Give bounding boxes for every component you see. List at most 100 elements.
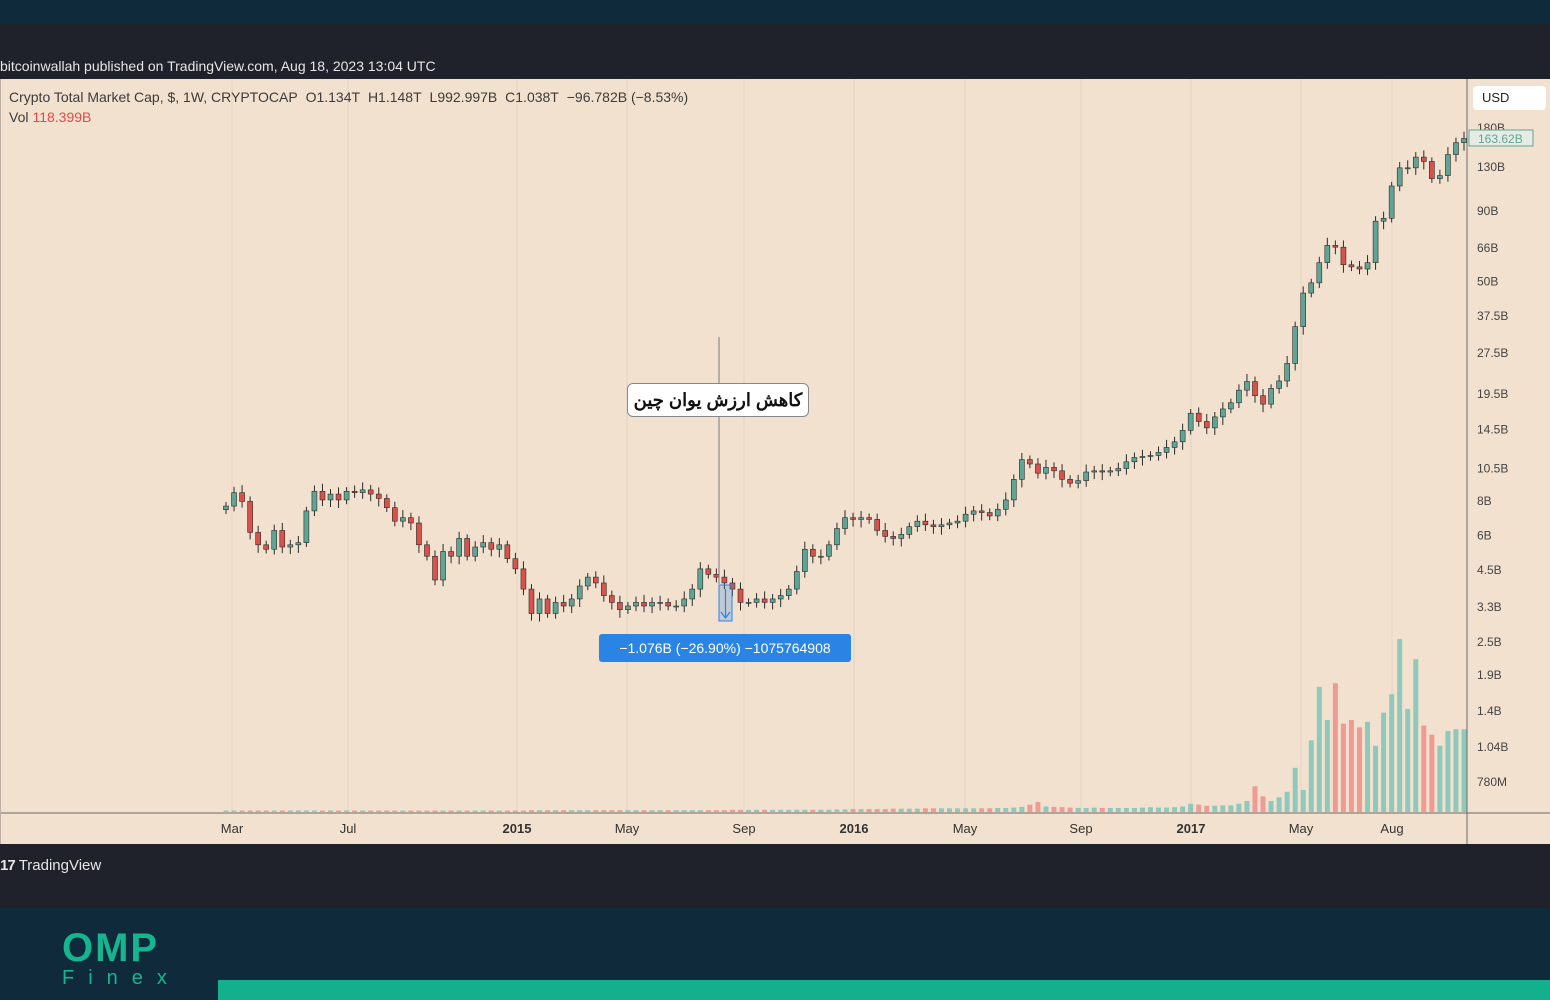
candle: [874, 519, 880, 531]
candle: [898, 534, 905, 539]
volume-bar: [1051, 806, 1057, 812]
candle: [673, 605, 679, 608]
candle: [1091, 470, 1097, 473]
volume-bar: [432, 810, 438, 812]
volume-bar: [681, 810, 687, 812]
volume-bar: [319, 810, 325, 812]
volume-bar: [810, 809, 816, 812]
tradingview-logo[interactable]: 17 TradingView: [0, 857, 101, 874]
volume-bar: [239, 810, 245, 812]
symbol-label[interactable]: Crypto Total Market Cap, $, 1W, CRYPTOCA…: [9, 89, 298, 105]
volume-bar: [850, 809, 856, 812]
candle: [432, 555, 438, 581]
candle: [689, 588, 696, 600]
volume-bar: [1340, 723, 1346, 812]
volume-bar: [1027, 804, 1033, 812]
volume-bar: [971, 808, 977, 812]
volume-bar: [376, 810, 382, 812]
published-caption: bitcoinwallah published on TradingView.c…: [0, 58, 436, 74]
volume-bar: [665, 810, 671, 812]
candle: [802, 548, 808, 572]
candle: [311, 490, 318, 512]
volume-bar: [1365, 721, 1371, 812]
candle: [504, 544, 511, 559]
volume-bar: [336, 810, 342, 812]
candle: [1348, 264, 1355, 268]
x-tick-label: Sep: [732, 821, 755, 836]
price-tick-label: 37.5B: [1477, 309, 1508, 323]
volume-bar: [1244, 800, 1250, 812]
candle: [882, 530, 888, 537]
chart-panel[interactable]: 180B 130B 90B 66B 50B 37.5B 27.5B 19.5B 14.5B 10.…: [0, 79, 1550, 844]
candle: [367, 489, 374, 495]
volume-bar: [416, 810, 422, 812]
x-tick-label: 2015: [503, 821, 532, 836]
candle: [785, 588, 792, 596]
volume-bar: [561, 810, 567, 812]
candle: [1453, 142, 1459, 155]
low-value: L992.997B: [429, 89, 498, 105]
chart-canvas[interactable]: 180B130B90B66B50B37.5B27.5B19.5B14.5B10.…: [0, 79, 1550, 844]
volume-bar: [1381, 712, 1387, 812]
volume-bar: [1059, 807, 1065, 812]
volume-bar: [1075, 807, 1081, 812]
last-price-label: 163.62B: [1478, 132, 1523, 146]
volume-bar: [585, 810, 591, 812]
volume-bar: [408, 810, 414, 812]
volume-value: 118.399B: [32, 109, 92, 125]
volume-bar: [1204, 805, 1210, 812]
volume-bar: [384, 810, 390, 812]
volume-bar: [1453, 729, 1459, 812]
volume-bar: [263, 810, 269, 812]
volume-bar: [987, 808, 993, 812]
volume-bar: [400, 810, 406, 812]
volume-bar: [1284, 791, 1290, 812]
x-tick-label: Aug: [1380, 821, 1403, 836]
volume-bar: [1019, 806, 1025, 812]
candle: [1019, 459, 1025, 480]
candle: [1252, 381, 1258, 396]
candle: [383, 498, 390, 508]
x-tick-label: Mar: [221, 821, 244, 836]
candle: [351, 490, 358, 493]
candle: [456, 538, 462, 557]
candle: [1099, 470, 1106, 473]
candle: [1220, 408, 1226, 418]
volume-bar: [480, 810, 486, 812]
volume-tick-label: 780M: [1477, 775, 1507, 789]
volume-bar: [794, 809, 800, 812]
volume-bar: [1147, 807, 1153, 812]
volume-bar: [1348, 720, 1354, 812]
volume-bar: [1196, 804, 1202, 812]
candle: [906, 526, 913, 535]
volume-bar: [947, 808, 952, 812]
candle: [287, 544, 294, 548]
volume-bar: [287, 810, 293, 812]
volume-tick-label: 1.9B: [1477, 668, 1502, 682]
close-value: C1.038T: [505, 89, 559, 105]
volume-bar: [874, 809, 880, 812]
volume-bar: [922, 808, 928, 812]
volume-bar: [577, 810, 583, 812]
volume-bar: [995, 807, 1001, 812]
candle: [496, 544, 503, 550]
volume-bar: [1003, 807, 1009, 812]
candle: [544, 598, 551, 614]
candle: [649, 602, 655, 607]
volume-bar: [1139, 807, 1145, 812]
candle: [890, 536, 897, 539]
candle: [1429, 161, 1435, 179]
candle: [263, 544, 269, 550]
candle: [1276, 380, 1282, 389]
x-tick-label: 2017: [1177, 821, 1206, 836]
volume-bar: [729, 809, 735, 812]
volume-bar: [754, 809, 760, 812]
volume-bar: [1236, 803, 1242, 812]
candle: [1461, 138, 1467, 143]
candle: [536, 598, 543, 614]
candle: [633, 602, 639, 607]
annotation-callout[interactable]: کاهش ارزش یوان چین: [627, 383, 809, 417]
currency-selector[interactable]: USD: [1473, 86, 1546, 110]
candle: [1195, 412, 1202, 422]
volume-bar: [866, 809, 872, 812]
